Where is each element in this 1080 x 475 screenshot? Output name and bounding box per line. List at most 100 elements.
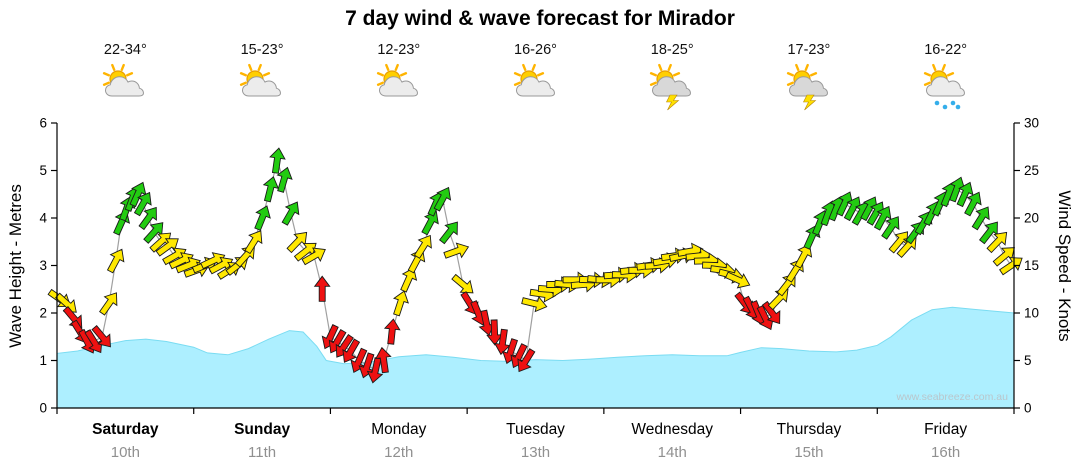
day-date-label: 16th bbox=[931, 444, 960, 461]
chart-title: 7 day wind & wave forecast for Mirador bbox=[345, 7, 735, 30]
day-name-label: Wednesday bbox=[631, 421, 713, 438]
day-name-label: Friday bbox=[924, 421, 967, 438]
wind-arrow bbox=[494, 328, 511, 356]
wind-arrow bbox=[366, 357, 384, 384]
wind-arrow bbox=[281, 201, 300, 226]
wind-arrow bbox=[992, 247, 1015, 267]
wind-arrow bbox=[999, 257, 1023, 276]
weather-icon-partly-cloudy bbox=[235, 63, 289, 113]
left-axis-tick-label: 5 bbox=[39, 163, 47, 178]
wind-arrow bbox=[971, 206, 990, 231]
wind-arrow bbox=[133, 191, 152, 217]
cloud-icon bbox=[925, 76, 965, 97]
weather-icon-partly-cloudy bbox=[98, 63, 152, 113]
cloud-icon bbox=[242, 76, 282, 97]
right-axis-tick-label: 25 bbox=[1024, 163, 1039, 178]
raindrop-icon bbox=[934, 100, 939, 106]
lightning-icon bbox=[666, 94, 680, 111]
wind-arrow bbox=[881, 216, 900, 240]
right-axis-tick-label: 15 bbox=[1024, 258, 1039, 273]
day-temp-range: 17-23° bbox=[787, 42, 831, 58]
right-axis-tick-label: 0 bbox=[1024, 401, 1032, 416]
day-temp-range: 22-34° bbox=[103, 42, 147, 58]
cloud-icon bbox=[105, 76, 145, 97]
wind-arrow bbox=[392, 290, 409, 317]
wind-arrow bbox=[84, 329, 103, 354]
wind-arrow bbox=[313, 275, 331, 302]
wind-arrow bbox=[866, 201, 885, 226]
wind-arrow bbox=[478, 309, 496, 336]
wind-arrow bbox=[433, 186, 452, 212]
wind-arrow bbox=[155, 238, 179, 257]
wind-arrow bbox=[106, 248, 125, 274]
wind-arrow bbox=[244, 230, 263, 255]
right-axis-tick-label: 5 bbox=[1024, 353, 1032, 368]
left-axis-tick-label: 4 bbox=[39, 211, 47, 226]
wind-arrow bbox=[301, 247, 326, 266]
wind-arrow bbox=[836, 191, 854, 217]
wind-arrow bbox=[443, 242, 470, 259]
right-axis-tick-label: 10 bbox=[1024, 306, 1039, 321]
wind-arrow bbox=[860, 196, 878, 222]
raindrop-icon bbox=[942, 104, 947, 110]
left-axis-tick-label: 3 bbox=[39, 258, 47, 273]
wind-arrow bbox=[383, 318, 401, 345]
raindrop-icon bbox=[950, 100, 955, 106]
wind-arrow bbox=[761, 300, 781, 325]
wind-arrow bbox=[413, 234, 432, 259]
wind-arrow bbox=[269, 147, 286, 174]
day-date-label: 14th bbox=[658, 444, 687, 461]
day-name-label: Saturday bbox=[92, 421, 159, 438]
day-temp-range: 18-25° bbox=[650, 42, 694, 58]
wind-arrow bbox=[129, 181, 147, 208]
watermark: www.seabreeze.com.au bbox=[896, 391, 1009, 403]
wind-arrow bbox=[254, 205, 271, 231]
day-date-label: 13th bbox=[521, 444, 550, 461]
wind-arrow bbox=[843, 196, 862, 222]
left-axis-tick-label: 2 bbox=[39, 306, 47, 321]
weather-icon-sun-showers bbox=[919, 63, 973, 113]
wind-arrow bbox=[276, 166, 293, 193]
wind-arrow bbox=[873, 205, 892, 231]
cloud-icon bbox=[788, 76, 828, 97]
day-name-label: Thursday bbox=[777, 421, 842, 438]
left-axis-tick-label: 1 bbox=[39, 353, 47, 368]
wind-arrow bbox=[794, 243, 813, 269]
wind-arrow bbox=[521, 295, 548, 313]
wind-arrow bbox=[725, 271, 751, 289]
day-date-label: 11th bbox=[248, 444, 276, 461]
wind-arrow bbox=[439, 221, 458, 245]
wind-arrow bbox=[262, 176, 280, 203]
wind-arrow bbox=[949, 176, 966, 203]
wind-arrow bbox=[421, 210, 439, 236]
wind-arrow bbox=[400, 267, 418, 293]
cloud-icon bbox=[515, 76, 555, 97]
wind-arrow bbox=[91, 325, 111, 348]
wind-arrow bbox=[350, 347, 368, 374]
wave-height-area bbox=[56, 306, 1015, 409]
wind-arrow bbox=[486, 319, 503, 346]
wind-arrow bbox=[375, 346, 392, 374]
day-name-label: Monday bbox=[371, 421, 426, 438]
right-axis-tick-label: 20 bbox=[1024, 211, 1039, 226]
day-name-label: Sunday bbox=[234, 421, 290, 438]
wind-arrow bbox=[342, 338, 361, 363]
day-name-label: Tuesday bbox=[506, 421, 565, 438]
wind-arrow bbox=[143, 222, 164, 244]
right-axis-tick-label: 30 bbox=[1024, 116, 1039, 131]
day-date-label: 10th bbox=[111, 444, 140, 461]
left-axis-tick-label: 6 bbox=[39, 116, 47, 131]
weather-icon-thunderstorm bbox=[782, 63, 836, 113]
cloud-icon bbox=[378, 76, 418, 97]
left-axis-tick-label: 0 bbox=[39, 401, 47, 416]
weather-icon-thunderstorm bbox=[645, 63, 699, 113]
wind-arrow bbox=[956, 181, 974, 208]
day-temp-range: 16-22° bbox=[924, 42, 968, 58]
weather-icon-partly-cloudy bbox=[372, 63, 426, 113]
day-temp-range: 12-23° bbox=[377, 42, 421, 58]
day-temp-range: 15-23° bbox=[240, 42, 284, 58]
wind-arrow bbox=[964, 191, 982, 217]
weather-icon-partly-cloudy bbox=[509, 63, 563, 113]
